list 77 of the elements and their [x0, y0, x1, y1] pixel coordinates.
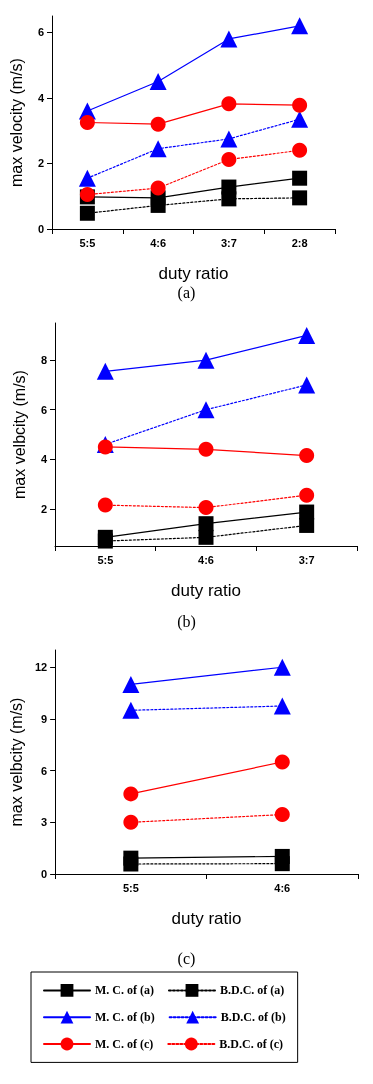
point — [123, 786, 139, 802]
point — [274, 856, 290, 872]
x-tick-label: 5:5 — [79, 236, 96, 249]
point — [198, 441, 214, 457]
y-tick-label: 6 — [37, 26, 44, 39]
x-tick-label: 5:5 — [122, 881, 139, 894]
point — [221, 96, 237, 112]
text: (c) — [177, 949, 196, 968]
legend-label: B.D.C. of (a) — [219, 983, 285, 998]
x-tick-label: 3:7 — [220, 236, 237, 249]
x-axis-title: duty ratio — [171, 581, 241, 600]
point — [299, 448, 315, 464]
point — [97, 497, 113, 513]
point — [220, 130, 238, 148]
y-axis-title: max velbcity (m/s) — [7, 697, 25, 827]
point — [150, 180, 166, 196]
y-axis-title: max velocity (m/s) — [7, 58, 25, 187]
y-tick-label: 0 — [41, 868, 48, 880]
point — [291, 110, 309, 128]
point — [79, 115, 95, 130]
point — [292, 170, 308, 186]
y-tick-label: 12 — [34, 661, 48, 674]
point — [123, 814, 139, 830]
legend-label: M. C. of (a) — [95, 983, 154, 998]
x-axis-title: duty ratio — [158, 264, 229, 283]
y-tick-label: 6 — [40, 403, 47, 416]
y-tick-label: 9 — [41, 712, 48, 725]
point — [292, 97, 308, 113]
y-axis-title: max velbcity (m/s) — [10, 370, 28, 499]
y-tick-label: 6 — [41, 764, 48, 777]
point — [97, 533, 113, 549]
point — [298, 376, 316, 394]
point — [197, 351, 215, 369]
legend-label: M. C. of (c) — [95, 1037, 154, 1051]
point — [78, 169, 96, 187]
y-tick-label: 0 — [37, 223, 44, 235]
point — [298, 326, 316, 344]
point — [221, 152, 237, 168]
x-tick-label: 4:6 — [274, 881, 291, 894]
y-tick-label: 4 — [40, 453, 48, 466]
point — [292, 190, 308, 206]
point — [197, 401, 215, 419]
point — [198, 516, 214, 532]
x-tick-label: 4:6 — [198, 553, 214, 566]
y-tick-label: 8 — [40, 354, 47, 367]
point — [97, 439, 113, 455]
point — [149, 140, 167, 158]
point — [198, 529, 214, 545]
point — [274, 754, 290, 770]
x-tick-label: 3:7 — [298, 553, 315, 566]
point — [150, 197, 166, 213]
legend-label: M. C. of (b) — [95, 1010, 155, 1025]
x-tick-label: 4:6 — [150, 236, 167, 249]
x-tick-label: 2:8 — [291, 236, 308, 249]
x-axis-title: duty ratio — [171, 909, 242, 928]
point — [79, 205, 95, 221]
point — [221, 191, 237, 207]
point — [123, 856, 139, 872]
text: (a) — [177, 283, 196, 302]
point — [220, 30, 238, 48]
point — [96, 362, 114, 380]
y-tick-label: 4 — [37, 91, 45, 104]
legend-label: B.D.C. of (c) — [219, 1037, 283, 1051]
x-tick-label: 5:5 — [97, 553, 114, 566]
text: (b) — [177, 612, 196, 631]
point — [299, 517, 315, 533]
point — [149, 73, 167, 91]
y-tick-label: 2 — [37, 157, 44, 170]
point — [150, 116, 166, 132]
point — [274, 807, 290, 823]
point — [299, 487, 315, 503]
y-tick-label: 2 — [40, 502, 47, 515]
point — [198, 500, 214, 516]
legend-label: B.D.C. of (b) — [220, 1010, 286, 1025]
y-tick-label: 3 — [41, 816, 48, 829]
point — [292, 142, 308, 158]
point — [291, 17, 309, 35]
